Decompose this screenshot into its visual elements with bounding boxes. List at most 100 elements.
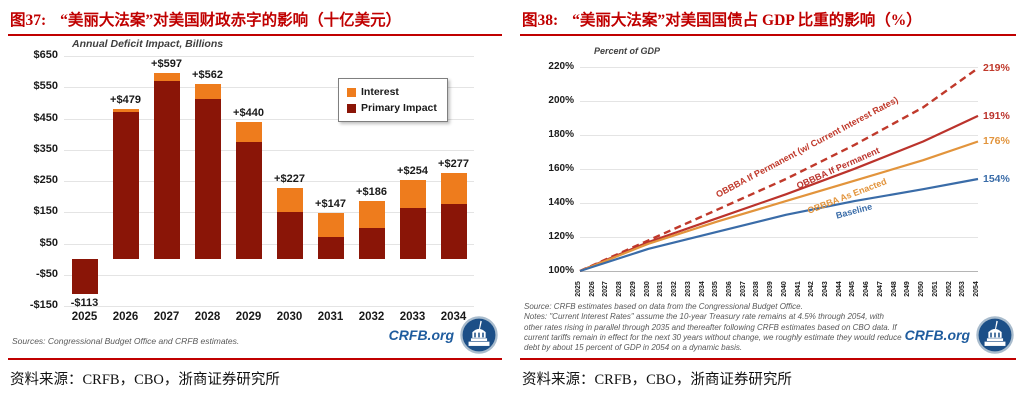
crfb-watermark: CRFB.org (389, 316, 498, 354)
bar-segment-interest (235, 121, 262, 142)
bar-segment-interest (317, 213, 344, 238)
y-axis-tick-label: $150 (33, 205, 58, 218)
bar-segment-interest (399, 179, 426, 208)
x-axis-year-label: 2053 (959, 281, 967, 297)
gridline (64, 87, 474, 89)
crfb-capitol-icon (976, 316, 1014, 354)
x-axis-year-label: 2037 (739, 281, 747, 297)
bar-segment-interest (194, 83, 221, 100)
x-axis-year-label: 2044 (835, 281, 843, 297)
gridline (64, 181, 474, 182)
figure-38-title-row: 图38: “美丽大法案”对美国国债占 GDP 比重的影响（%） (520, 6, 1016, 36)
y-axis-tick-label: $450 (33, 111, 58, 124)
figure-37-caption: 资料来源：CRFB，CBO，浙商证券研究所 (8, 358, 502, 389)
gridline (64, 306, 474, 307)
bar-total-label: +$186 (356, 186, 387, 198)
x-axis-year-label: 2028 (194, 311, 221, 323)
gridline (64, 243, 474, 245)
line-chart-source-note: Source: CRFB estimates based on data fro… (524, 302, 902, 353)
x-axis-year-label: 2033 (684, 281, 692, 297)
x-axis-year-label: 2038 (753, 281, 761, 297)
x-axis-year-label: 2027 (153, 311, 180, 323)
x-axis-year-label: 2036 (725, 281, 733, 297)
bar-total-label: +$277 (438, 157, 469, 170)
x-axis-year-label: 2025 (71, 311, 98, 323)
legend-label: Primary Impact (361, 102, 437, 114)
gridline (64, 56, 474, 57)
series-end-value: 219% (983, 62, 1010, 75)
figure-38: 图38: “美丽大法案”对美国国债占 GDP 比重的影响（%） Percent … (520, 6, 1016, 389)
bar-segment-interest (112, 109, 139, 113)
y-axis-tick-label: $350 (33, 142, 58, 155)
gridline (580, 66, 978, 68)
y-axis-tick-label: 120% (548, 230, 574, 242)
y-axis-tick-label: -$150 (29, 299, 58, 311)
bar-segment-primary-negative (71, 259, 98, 295)
series-end-value: 176% (983, 135, 1010, 148)
bar-total-label: +$562 (192, 68, 223, 81)
debt-gdp-line-chart: Percent of GDP 220% 200% 180% 160% 140% 120% 10… (520, 36, 1016, 358)
legend-swatch-primary-impact (347, 103, 356, 113)
x-axis-year-label: 2034 (440, 311, 467, 323)
x-axis-year-label: 2026 (112, 311, 139, 323)
figure-38-label: 图38: (522, 12, 559, 29)
y-axis-tick-label: $250 (33, 174, 58, 186)
series-end-value: 191% (983, 109, 1010, 122)
gridline (580, 100, 978, 102)
x-axis-year-label: 2030 (643, 281, 651, 297)
bar-total-label: +$479 (110, 94, 141, 107)
bar-segment-primary (276, 211, 303, 260)
bar-total-label: +$440 (233, 106, 264, 119)
gridline (580, 134, 978, 136)
crfb-org-label: CRFB.org (388, 327, 454, 343)
y-axis-tick-label: -$50 (35, 267, 58, 280)
bar-total-label: +$254 (397, 164, 428, 177)
bar-total-label: +$147 (315, 198, 346, 211)
x-axis-year-label: 2052 (945, 281, 953, 297)
x-axis-year-label: 2030 (276, 311, 303, 323)
deficit-bar-chart: Annual Deficit Impact, Billions $650 $550 $… (8, 36, 502, 358)
y-axis-tick-label: 140% (548, 196, 574, 208)
y-axis-tick-label: $550 (33, 80, 58, 93)
y-axis-tick-label: 180% (548, 128, 574, 140)
figure-38-caption: 资料来源：CRFB，CBO，浙商证券研究所 (520, 358, 1016, 389)
bar-segment-interest (276, 188, 303, 212)
x-axis-year-label: 2041 (794, 281, 802, 297)
bar-segment-primary (399, 207, 426, 260)
y-axis-tick-label: 220% (548, 60, 574, 72)
bar-segment-primary (440, 204, 467, 260)
bar-segment-primary (235, 141, 262, 260)
y-axis-tick-label: 160% (548, 162, 574, 174)
x-axis-year-label: 2026 (588, 281, 596, 297)
gridline (64, 212, 474, 214)
bar-chart-source-note: Sources: Congressional Budget Office and… (12, 336, 240, 346)
x-axis-year-label: 2032 (358, 311, 385, 323)
legend-label: Interest (361, 86, 399, 98)
legend-swatch-interest (347, 87, 356, 97)
gridline (64, 118, 474, 120)
gridline (64, 274, 474, 276)
x-axis-year-label: 2039 (767, 281, 775, 297)
series-line-baseline (579, 177, 979, 273)
y-axis-tick-label: $50 (39, 236, 58, 249)
bar-segment-primary (358, 227, 385, 260)
x-axis-year-label: 2050 (918, 281, 926, 297)
x-axis-year-label: 2025 (575, 281, 582, 297)
bar-segment-primary (317, 237, 344, 260)
x-axis-year-label: 2027 (602, 281, 610, 297)
figure-37: 图37: “美丽大法案”对美国财政赤字的影响（十亿美元） Annual Defi… (8, 6, 502, 389)
figure-37-title: “美丽大法案”对美国财政赤字的影响（十亿美元） (60, 12, 402, 29)
x-axis-year-label: 2047 (876, 281, 884, 297)
gridline (580, 168, 978, 170)
series-line-obbba-if-permanent-w-current-interest-rates- (579, 67, 979, 273)
bar-segment-primary (194, 99, 221, 260)
gridline (580, 236, 978, 238)
x-axis-year-label: 2048 (890, 281, 898, 297)
x-axis-year-label: 2049 (904, 281, 912, 297)
crfb-watermark: CRFB.org (905, 316, 1014, 354)
x-axis-year-label: 2034 (698, 281, 706, 297)
bar-segment-interest (358, 201, 385, 228)
y-axis-tick-label: 100% (548, 265, 574, 276)
line-series-svg (579, 67, 979, 273)
bar-segment-primary (112, 112, 139, 260)
